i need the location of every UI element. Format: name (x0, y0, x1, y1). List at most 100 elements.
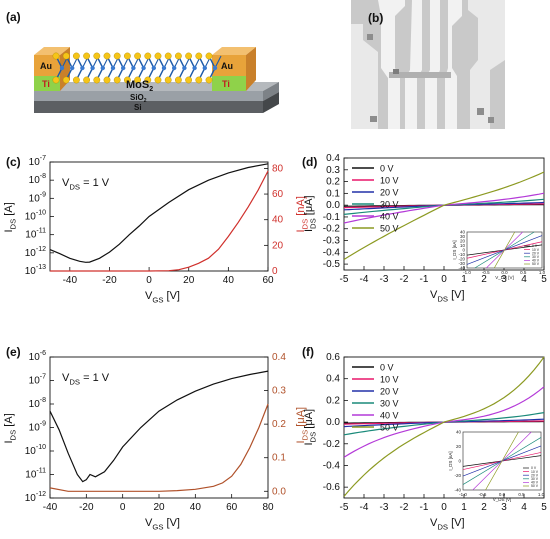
legend-label-4: 40 V (380, 411, 399, 421)
chart-d: -5 -4 -3 -2 -1 0 1 2 3 4 5-0.5-0.4-0.3-0.2-0.10.00… (303, 153, 547, 303)
molybdenum-atom (192, 65, 197, 71)
sulfur-atom (52, 52, 60, 60)
inset-y-tick-label: 20 (456, 444, 462, 449)
inset-series-line-5 (493, 231, 516, 269)
sulfur-atom (83, 52, 91, 60)
label-au-right: Au (221, 61, 233, 71)
inset-x-tick-label: -0.5 (479, 492, 487, 497)
inset-y-tick-label: -40 (458, 266, 465, 271)
x-tick-label: 4 (521, 502, 527, 513)
sulfur-atom (83, 76, 91, 84)
debris-2 (370, 116, 377, 122)
inset-x-tick-label: 0.0 (499, 492, 506, 497)
sulfur-atom (205, 76, 213, 84)
x-tick-label: 3 (501, 502, 507, 513)
sulfur-atom (144, 52, 152, 60)
y-left-tick-label: 10-6 (29, 350, 46, 363)
legend-label-1: 10 V (380, 375, 399, 385)
electrode-right-outer (468, 0, 505, 129)
y-left-tick-label: 10-9 (29, 191, 46, 204)
legend-label-1: 10 V (380, 176, 399, 186)
y-tick-label: -0.1 (323, 212, 341, 223)
y-right-tick-label: 0.0 (272, 486, 286, 497)
debris-4 (488, 117, 494, 123)
y-tick-label: 0.0 (326, 200, 340, 211)
label-ti-left: Ti (42, 79, 50, 89)
inset-y-tick-label: 40 (456, 430, 462, 435)
mos2-lattice (52, 52, 222, 84)
series-line-1 (49, 403, 269, 492)
y-left-tick-label: 10-11 (25, 468, 46, 481)
sulfur-atom (124, 76, 131, 84)
sulfur-atom (113, 76, 121, 84)
series-line-5 (343, 171, 545, 261)
au-right (212, 55, 246, 76)
inset-legend-label-2: 20 V (531, 473, 539, 477)
inset-legend-label-1: 10 V (532, 248, 540, 252)
sulfur-atom (195, 76, 203, 84)
sulfur-atom (185, 52, 193, 60)
molybdenum-atom (59, 65, 65, 71)
molybdenum-atom (90, 65, 95, 71)
inset-x-tick-label: 1.0 (539, 270, 546, 275)
sulfur-atom (62, 76, 70, 84)
y-axis-label: IDS [μA] (303, 195, 317, 232)
inset-x-label: V_DS [V] (493, 497, 512, 502)
x-tick-label: 4 (521, 274, 527, 285)
sulfur-atom (73, 52, 80, 60)
y-tick-label: -0.4 (323, 460, 341, 471)
series-line-5 (343, 356, 545, 497)
y-left-tick-label: 10-12 (25, 246, 46, 259)
molybdenum-atom (121, 65, 126, 71)
electrode-4 (445, 0, 462, 129)
y-tick-label: 0.1 (326, 188, 340, 199)
molybdenum-atom (141, 65, 146, 71)
x-tick-label: -20 (102, 275, 117, 286)
y-left-tick-label: 10-10 (25, 210, 46, 223)
inset: -1.0 -0.5 0.0 0.5 1.0 40 20 0 -20 -40 V_DS [V] I_DS… (448, 430, 545, 503)
y-left-tick-label: 10-9 (29, 421, 46, 434)
molybdenum-atom (80, 65, 85, 71)
y-right-tick-label: 0.2 (272, 419, 286, 430)
y-left-tick-label: 10-8 (29, 173, 46, 186)
panel-f-letter: (f) (302, 345, 314, 359)
panel-b: (b) (351, 0, 505, 129)
panel-a-letter: (a) (6, 10, 21, 24)
inset-x-tick-label: 0.5 (518, 492, 525, 497)
chart-e: -40 -20 0 20 40 60 80 10-12 10-11 10-10 10-9 10-8 10… (3, 350, 309, 531)
x-tick-label: 60 (262, 275, 274, 286)
inset-legend-label-3: 30 V (531, 477, 539, 481)
y-tick-label: 0.4 (326, 153, 340, 164)
inset-y-label: I_DS [nA] (452, 240, 457, 259)
sulfur-atom (144, 76, 152, 84)
x-tick-label: 5 (541, 274, 547, 285)
x-tick-label: -3 (380, 502, 389, 513)
y-left-axis-label: IDS [A] (3, 413, 17, 443)
label-ti-right: Ti (222, 79, 230, 89)
x-tick-label: 60 (226, 502, 238, 513)
inset-legend-label-4: 40 V (532, 259, 540, 263)
si-substrate (34, 101, 263, 113)
y-right-tick-label: 40 (272, 215, 284, 226)
y-axis-label: IDS [μA] (303, 409, 317, 446)
inset-legend-label-3: 30 V (532, 255, 540, 259)
series-line-0 (49, 163, 269, 263)
debris-1 (367, 34, 373, 40)
molybdenum-atom (161, 65, 167, 71)
molybdenum-atom (131, 65, 136, 71)
y-tick-label: 0.6 (326, 352, 340, 363)
inset-y-tick-label: 0 (458, 459, 461, 464)
y-right-tick-label: 80 (272, 163, 284, 174)
sulfur-atom (134, 52, 142, 60)
sulfur-atom (113, 52, 121, 60)
y-right-tick-label: 0.1 (272, 453, 286, 464)
y-left-tick-label: 10-7 (29, 155, 46, 168)
inset-y-tick-label: 40 (460, 230, 466, 235)
debris-3 (477, 108, 484, 115)
panel-b-letter: (b) (368, 11, 383, 25)
x-tick-label: -40 (63, 275, 78, 286)
x-axis-label: VGS [V] (145, 290, 180, 304)
molybdenum-atom (172, 65, 177, 71)
panel-e-letter: (e) (6, 345, 21, 359)
